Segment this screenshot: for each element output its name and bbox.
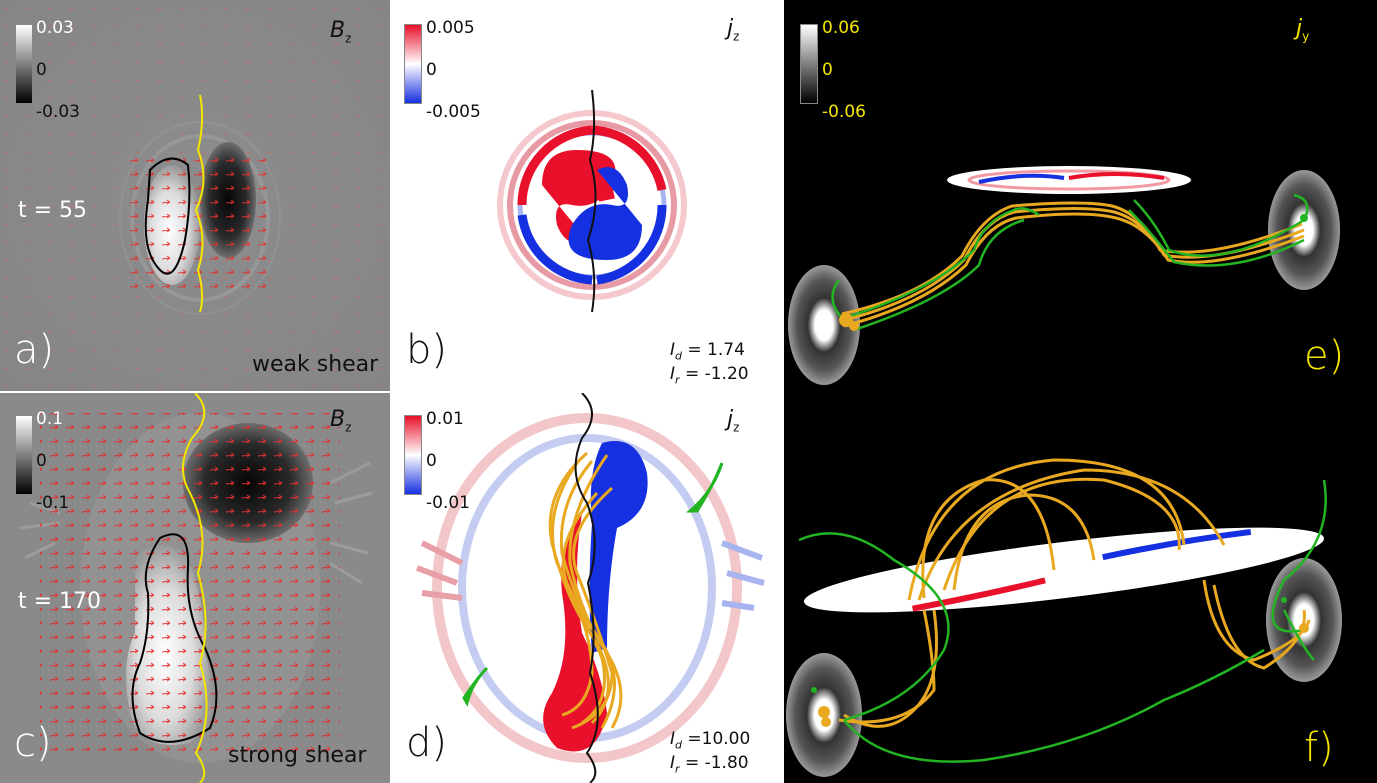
panel-c: 0.1 0 -0.1 Bz t = 170 c) strong shear — [0, 393, 390, 783]
colorbar-c-min: -0.1 — [36, 493, 70, 513]
shear-label-a: weak shear — [252, 352, 379, 377]
colorbar-b-max: 0.005 — [426, 18, 475, 38]
panel-letter-f: f) — [1304, 725, 1334, 771]
field-label-a: Bz — [330, 18, 352, 46]
panel-letter-d: d) — [406, 720, 447, 766]
colorbar-c-max: 0.1 — [36, 409, 64, 429]
panel-a: 0.03 0 -0.03 Bz t = 55 a) weak shear — [0, 0, 390, 391]
shear-label-c: strong shear — [228, 743, 367, 768]
time-label-a: t = 55 — [18, 198, 88, 223]
panel-d-plot — [415, 393, 765, 783]
colorbar-e-max: 0.06 — [822, 18, 860, 38]
current-Ir-d: Ir = -1.80 — [670, 753, 749, 776]
field-label-c: Bz — [330, 407, 352, 435]
panel-letter-e: e) — [1304, 333, 1345, 379]
panel-a-plot — [0, 0, 390, 391]
colorbar-a-min: -0.03 — [36, 102, 80, 122]
colorbar-d-mid: 0 — [426, 451, 437, 471]
colorbar-d-min: -0.01 — [426, 493, 470, 513]
colorbar-a — [15, 24, 33, 104]
colorbar-d-max: 0.01 — [426, 409, 464, 429]
colorbar-b-mid: 0 — [426, 60, 437, 80]
colorbar-c-mid: 0 — [36, 451, 47, 471]
panel-b: 0.005 0 -0.005 jz b) Id = 1.74 Ir = -1.2… — [392, 0, 782, 391]
colorbar-e-min: -0.06 — [822, 102, 866, 122]
colorbar-e-mid: 0 — [822, 60, 833, 80]
current-Id-d: Id =10.00 — [670, 729, 751, 752]
panel-ef-plot — [786, 166, 1342, 777]
field-label-d: jz — [727, 407, 740, 435]
panel-ef: 0.06 0 -0.06 jy e) f) — [784, 0, 1377, 783]
colorbar-c — [15, 415, 33, 495]
colorbar-a-max: 0.03 — [36, 18, 74, 38]
panel-letter-c: c) — [14, 720, 52, 766]
colorbar-d — [404, 415, 422, 495]
current-Id-b: Id = 1.74 — [670, 340, 745, 363]
panel-letter-a: a) — [14, 327, 55, 373]
panel-d: 0.01 0 -0.01 jz d) Id =10.00 Ir = -1.80 — [392, 393, 782, 783]
colorbar-a-mid: 0 — [36, 60, 47, 80]
current-Ir-b: Ir = -1.20 — [670, 364, 749, 387]
panel-c-plot — [0, 393, 390, 783]
colorbar-b — [404, 24, 422, 104]
time-label-c: t = 170 — [18, 589, 102, 614]
panel-b-plot — [497, 89, 687, 313]
panel-letter-b: b) — [406, 327, 447, 373]
field-label-e: jy — [1296, 16, 1310, 44]
colorbar-e — [800, 24, 818, 104]
colorbar-b-min: -0.005 — [426, 102, 481, 122]
field-label-b: jz — [727, 16, 740, 44]
